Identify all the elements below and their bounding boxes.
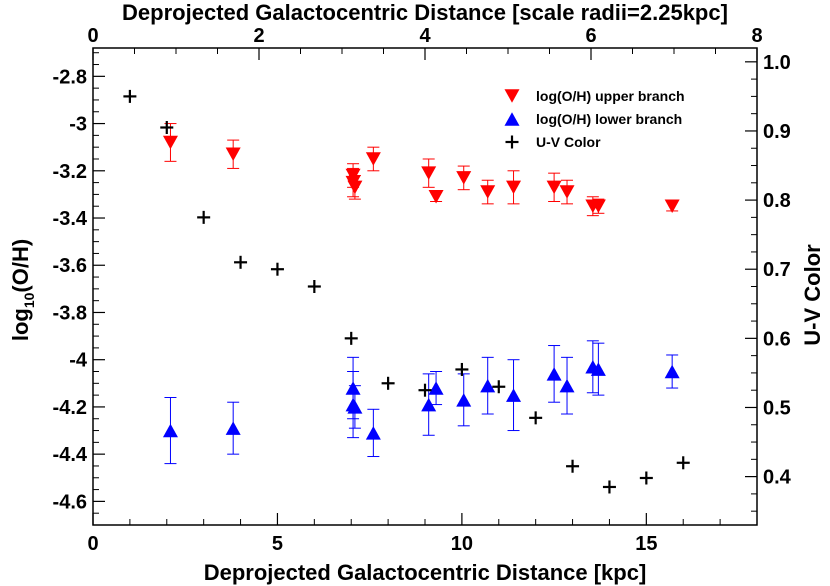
lower-branch-point [559,378,575,393]
lower-branch-point [421,397,437,412]
y-tick-label: -4.2 [53,397,87,419]
y-tick-label: -3 [69,114,87,136]
y-axis-title-tail: (O/H) [8,239,33,293]
upper-branch-point [365,152,381,166]
uv-color-point [160,121,174,134]
uv-color-point [639,471,653,485]
upper-branch-point [546,180,562,195]
y2-tick-label: 0.7 [763,259,791,281]
uv-color-point [270,262,284,276]
right-axis-title: U-V Color [800,244,825,346]
x2-tick-label: 2 [253,25,264,47]
legend-label: U-V Color [536,134,601,150]
uv-color-point [455,362,469,376]
uv-color-point [234,255,248,269]
legend-marker-upper [504,89,520,103]
y2-tick-label: 0.6 [763,328,791,350]
upper-branch-point [162,135,178,150]
top-axis-title: Deprojected Galactocentric Distance [sca… [122,0,728,25]
lower-branch-point [225,421,241,435]
upper-branch-point [347,180,363,195]
lower-branch-point [506,388,522,402]
x2-tick-label: 8 [751,25,762,47]
y2-tick-label: 1.0 [763,52,791,74]
y-tick-label: -3.4 [53,208,88,230]
x-tick-label: 15 [635,533,657,555]
lower-branch-point [480,378,496,393]
uv-color-point [123,89,137,103]
lower-branch-point [428,381,444,395]
y2-tick-label: 0.5 [763,397,791,419]
marks-layer [123,89,690,494]
upper-branch-point [456,171,472,185]
uv-color-point [381,376,395,390]
upper-branch-point [664,199,680,213]
lower-branch-point [590,362,606,376]
upper-branch-point [506,180,522,195]
upper-branch-point [590,199,606,213]
y-tick-label: -4.6 [53,491,87,513]
upper-branch-point [428,190,444,204]
axes-layer: 0 5 10 15 0 2 4 6 8 -2.8 -3 -3.2 -3.4 -3.6 -3.8 -4 -4.2 -… [53,25,792,555]
legend-label: log(O/H) lower branch [536,111,682,127]
y-tick-label: -2.8 [53,66,87,88]
y-axis-title: log10(O/H) [8,239,37,341]
x2-tick-label: 0 [87,25,98,47]
legend-marker-uv [505,135,519,149]
y2-tick-label: 0.8 [763,190,791,212]
uv-color-point [566,459,580,473]
upper-branch-point [421,166,437,180]
legend: log(O/H) upper branch log(O/H) lower bran… [504,88,685,150]
y-tick-label: -3.8 [53,302,87,324]
lower-branch-point [546,367,562,381]
uv-color-point [492,380,506,394]
legend-label: log(O/H) upper branch [536,88,685,104]
y-axis-title-subscript: 10 [21,292,37,308]
x2-tick-label: 4 [419,25,431,47]
series-1 [162,340,680,465]
upper-branch-point [480,185,496,199]
uv-color-point [529,411,543,425]
upper-branch-point [559,185,575,199]
series-0 [162,123,680,217]
y-tick-label: -4.4 [53,444,88,466]
lower-branch-point [456,393,472,407]
lower-branch-point [347,400,363,414]
y2-tick-label: 0.4 [763,467,792,489]
uv-color-point [418,383,432,397]
y-tick-label: -4 [69,350,88,372]
uv-color-point [307,280,321,293]
x-tick-label: 0 [87,533,98,555]
x-tick-label: 10 [451,533,473,555]
y-tick-label: -3.2 [53,161,87,183]
y-tick-label: -3.6 [53,255,87,277]
x-axis-title: Deprojected Galactocentric Distance [kpc… [204,560,647,585]
series-2 [123,89,690,494]
lower-branch-point [365,426,381,440]
lower-branch-point [664,364,680,379]
x-tick-label: 5 [272,533,283,555]
upper-branch-point [225,147,241,162]
uv-color-point [676,456,690,470]
lower-branch-point [162,423,178,438]
y2-tick-label: 0.9 [763,121,791,143]
legend-marker-lower [504,112,520,126]
x2-tick-label: 6 [585,25,596,47]
uv-color-point [602,480,616,494]
uv-color-point [197,210,211,224]
uv-color-point [344,331,358,345]
y-axis-title-main: log [8,308,33,341]
